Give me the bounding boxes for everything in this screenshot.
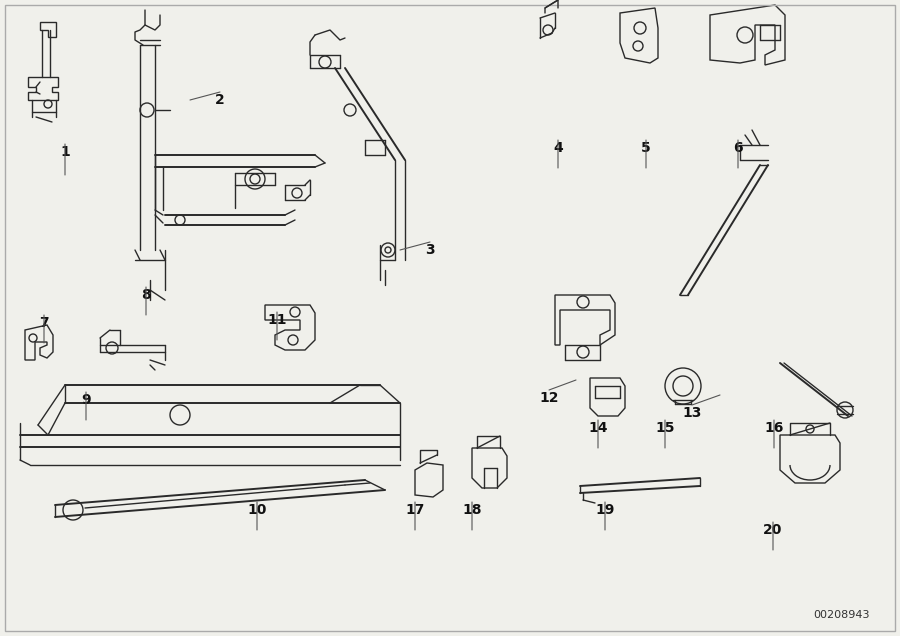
- Text: 11: 11: [267, 313, 287, 327]
- Text: 17: 17: [405, 503, 425, 517]
- Text: 1: 1: [60, 145, 70, 159]
- Text: 9: 9: [81, 393, 91, 407]
- Text: 6: 6: [734, 141, 742, 155]
- Text: 12: 12: [539, 391, 559, 405]
- Text: 10: 10: [248, 503, 266, 517]
- Text: 15: 15: [655, 421, 675, 435]
- Text: 4: 4: [554, 141, 562, 155]
- Text: 16: 16: [764, 421, 784, 435]
- Text: 20: 20: [763, 523, 783, 537]
- Text: 13: 13: [682, 406, 702, 420]
- Text: 7: 7: [40, 316, 49, 330]
- Text: 00208943: 00208943: [814, 610, 870, 620]
- Text: 3: 3: [425, 243, 435, 257]
- Text: 8: 8: [141, 288, 151, 302]
- Text: 5: 5: [641, 141, 651, 155]
- Text: 2: 2: [215, 93, 225, 107]
- Text: 18: 18: [463, 503, 482, 517]
- Text: 14: 14: [589, 421, 608, 435]
- Text: 19: 19: [595, 503, 615, 517]
